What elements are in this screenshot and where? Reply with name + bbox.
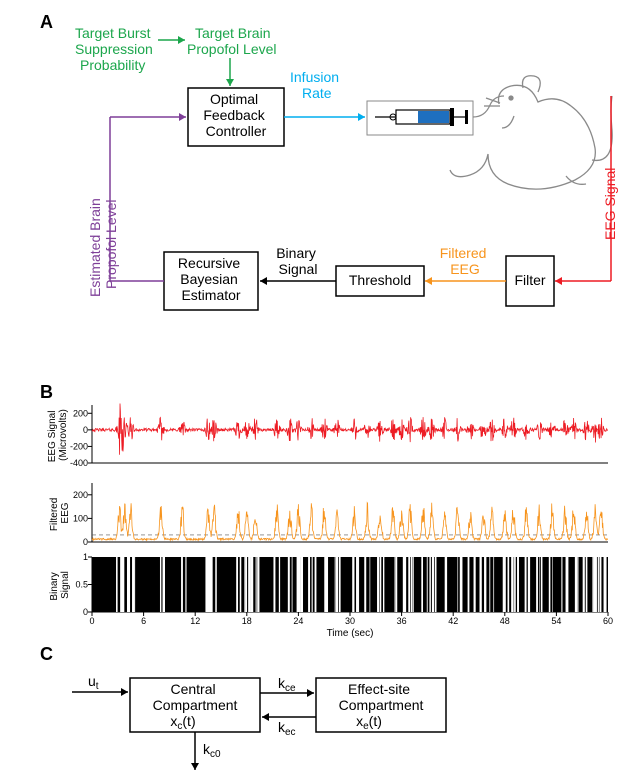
syringe-plunger [450, 108, 454, 126]
svg-text:200: 200 [73, 408, 88, 418]
filter-text: Filter [514, 272, 545, 288]
svg-text:36: 36 [397, 616, 407, 626]
diagram-a: Target Burst Suppression Probability Tar… [75, 25, 618, 310]
central-text: Central Compartment [153, 681, 238, 713]
estimated-arrow-head [179, 113, 186, 121]
target-arrow-head [178, 36, 185, 44]
infusion-arrow-head [358, 113, 365, 121]
target-to-ofc-arrow-head [226, 79, 234, 86]
kce-label: kce [278, 675, 296, 694]
target-brain-text: Target Brain Propofol Level [187, 25, 277, 57]
syringe-plunger-cap [465, 110, 468, 124]
diagram-b: -400-2000200 EEG Signal (Microvolts) 010… [47, 404, 613, 640]
bin-ylabel: Binary Signal [49, 569, 71, 600]
panel-b-label: B [40, 382, 53, 402]
svg-text:60: 60 [603, 616, 613, 626]
svg-text:0: 0 [83, 537, 88, 547]
binary-label: Binary Signal [276, 245, 320, 277]
svg-text:200: 200 [73, 490, 88, 500]
effect-text: Effect-site Compartment [339, 681, 424, 713]
rbe-text: Recursive Bayesian Estimator [178, 255, 244, 303]
svg-text:0: 0 [83, 607, 88, 617]
xe-text: xe(t) [356, 713, 382, 732]
svg-text:12: 12 [190, 616, 200, 626]
estimated-label: Estimated Brain Propofol Level [87, 194, 119, 297]
target-bsp-text: Target Burst Suppression Probability [75, 25, 157, 73]
panel-a-label: A [40, 12, 53, 32]
eeg-arrow-head [555, 277, 562, 285]
svg-text:0.5: 0.5 [75, 580, 88, 590]
binary-arrow-head [260, 277, 267, 285]
svg-text:18: 18 [242, 616, 252, 626]
svg-text:-200: -200 [70, 441, 88, 451]
svg-text:0: 0 [89, 616, 94, 626]
xaxis-label: Time (sec) [327, 628, 374, 639]
syringe-fluid [418, 111, 449, 123]
filtered-label: Filtered EEG [440, 245, 491, 277]
svg-text:-400: -400 [70, 458, 88, 468]
eeg-signal-label: EEG Signal [602, 168, 618, 240]
threshold-text: Threshold [349, 272, 411, 288]
svg-text:6: 6 [141, 616, 146, 626]
svg-text:30: 30 [345, 616, 355, 626]
kec-label: kec [278, 719, 296, 738]
svg-text:0: 0 [83, 425, 88, 435]
svg-text:54: 54 [551, 616, 561, 626]
svg-text:1: 1 [83, 552, 88, 562]
ofc-text: Optimal Feedback Controller [203, 91, 268, 139]
ut-label: ut [88, 673, 99, 692]
svg-text:24: 24 [293, 616, 303, 626]
svg-text:100: 100 [73, 513, 88, 523]
mouse-icon [450, 76, 612, 189]
filtered-arrow-head [425, 277, 432, 285]
xc-text: xc(t) [170, 713, 195, 732]
kc0-label: kc0 [203, 741, 221, 760]
diagram-c: ut Central Compartment xc(t) Effect-site… [72, 673, 446, 770]
panel-c-label: C [40, 644, 53, 664]
filt-ylabel: Filtered EEG [49, 495, 71, 531]
infusion-text: Infusion Rate [290, 69, 343, 101]
svg-text:48: 48 [500, 616, 510, 626]
eeg-ylabel: EEG Signal (Microvolts) [47, 408, 69, 462]
svg-text:42: 42 [448, 616, 458, 626]
